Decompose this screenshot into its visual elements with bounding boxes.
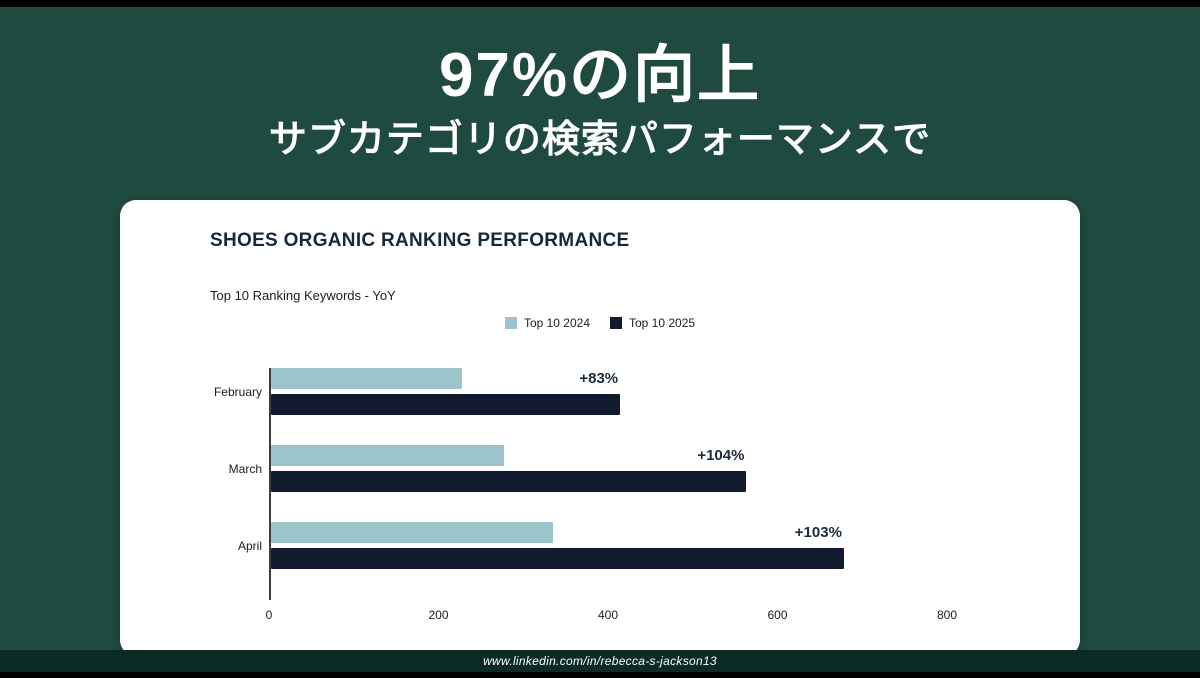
pct-annotation: +103% [794,524,842,541]
bottom-edge-strip [0,672,1200,678]
x-tick-label: 0 [265,608,273,622]
bar-group: April +103% [238,522,949,569]
bar-top-10-2024 [271,368,462,389]
chart-card: SHOES ORGANIC RANKING PERFORMANCE Top 10… [120,200,1080,656]
legend-label: Top 10 2024 [523,316,590,330]
footer-link-text: www.linkedin.com/in/rebecca-s-jackson13 [483,654,717,668]
bar-top-10-2024 [271,522,554,543]
legend-item: Top 10 2025 [610,316,695,330]
x-tick-label: 200 [428,608,449,622]
bar-top-10-2024 [271,445,505,466]
chart-title: SHOES ORGANIC RANKING PERFORMANCE [210,230,630,251]
legend-swatch [610,317,622,329]
bar-group: March +104% [229,445,949,492]
bar-top-10-2025 [271,548,844,569]
x-tick-label: 400 [597,608,619,622]
category-label: March [228,461,262,476]
bar-top-10-2025 [271,471,747,492]
bar-group: February +83% [214,368,949,415]
top-edge-strip [0,0,1200,7]
slide-subtitle: サブカテゴリの検索パフォーマンスで [268,119,932,161]
x-tick-label: 800 [936,608,958,622]
legend-label: Top 10 2025 [629,316,696,330]
slide-title: 97%の向上 [438,41,762,110]
footer-bar: www.linkedin.com/in/rebecca-s-jackson13 [0,650,1200,672]
x-axis: 0 200 400 600 800 [265,608,957,626]
plot-area: February +83% March +104% April +103% [214,368,949,600]
pct-annotation: +83% [579,370,619,387]
bar-top-10-2025 [271,394,621,415]
pct-annotation: +104% [697,447,745,464]
legend: Top 10 2024 Top 10 2025 [120,316,1080,330]
x-tick-label: 600 [767,608,788,622]
category-label: February [213,384,262,399]
legend-swatch [504,317,517,329]
chart-subtitle: Top 10 Ranking Keywords - YoY [210,288,396,303]
legend-item: Top 10 2024 [504,316,590,330]
category-label: April [237,538,262,553]
